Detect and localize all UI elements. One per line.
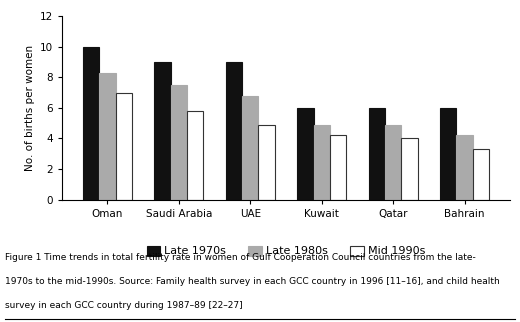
Bar [83,47,99,200]
Bar [385,126,401,200]
Y-axis label: No. of births per women: No. of births per women [24,45,34,171]
Bar [457,136,473,200]
Bar [369,108,385,200]
Bar [242,96,258,200]
Bar [440,108,457,200]
Bar [171,85,187,200]
Bar [314,125,330,200]
Bar [154,62,171,200]
Bar [258,126,275,200]
Bar [115,93,132,200]
Text: survey in each GCC country during 1987–89 [22–27]: survey in each GCC country during 1987–8… [5,301,243,310]
Bar [226,62,242,200]
Bar [330,136,346,200]
Legend: Late 1970s, Late 1980s, Mid 1990s: Late 1970s, Late 1980s, Mid 1990s [147,246,425,256]
Bar [473,149,489,200]
Bar [99,73,115,200]
Bar [297,108,314,200]
Bar [401,138,418,200]
Text: 1970s to the mid-1990s. Source: Family health survey in each GCC country in 1996: 1970s to the mid-1990s. Source: Family h… [5,277,500,286]
Text: Figure 1 Time trends in total fertility rate in women of Gulf Cooperation Counci: Figure 1 Time trends in total fertility … [5,253,476,262]
Bar [187,111,203,200]
